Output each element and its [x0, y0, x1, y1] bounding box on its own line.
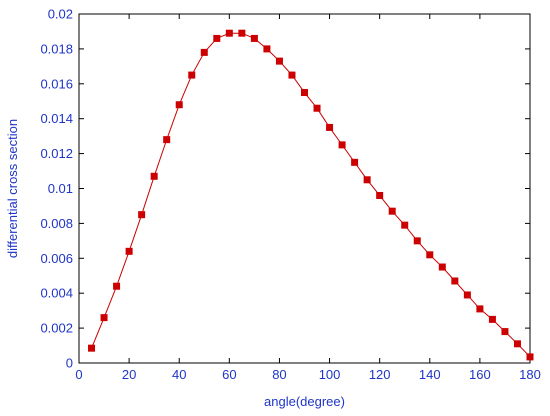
- data-point-marker: [188, 71, 196, 79]
- plot-frame: [78, 13, 531, 364]
- data-point-marker: [163, 136, 171, 144]
- data-point-marker: [501, 328, 509, 336]
- series-layer: [88, 29, 534, 361]
- x-tick-label: 100: [319, 367, 341, 382]
- data-point-marker: [363, 176, 371, 184]
- data-point-marker: [463, 291, 471, 299]
- y-axis-ticks: 0 0.002 0.004 0.006 0.008 0.01 0.012 0.014 0.016…: [40, 7, 530, 371]
- x-tick-label: 40: [172, 367, 186, 382]
- data-point-marker: [438, 263, 446, 271]
- x-tick-label: 160: [469, 367, 491, 382]
- data-point-marker: [238, 29, 246, 37]
- y-tick-label: 0.008: [40, 216, 73, 231]
- data-point-marker: [275, 57, 283, 65]
- x-tick-label: 60: [222, 367, 236, 382]
- x-tick-label: 80: [272, 367, 286, 382]
- data-point-marker: [138, 211, 146, 219]
- data-point-marker: [113, 282, 121, 290]
- data-point-marker: [388, 207, 396, 215]
- data-point-marker: [175, 101, 183, 109]
- series-line: [91, 32, 531, 358]
- data-point-marker: [125, 247, 133, 255]
- x-axis-label: angle(degree): [264, 394, 345, 409]
- data-point-marker: [288, 71, 296, 79]
- data-point-marker: [313, 104, 321, 112]
- data-point-marker: [476, 305, 484, 313]
- data-point-marker: [351, 158, 359, 166]
- x-tick-label: 0: [75, 367, 82, 382]
- y-tick-label: 0.018: [40, 41, 73, 56]
- data-point-marker: [225, 29, 233, 37]
- data-point-marker: [213, 34, 221, 42]
- y-tick-label: 0.014: [40, 111, 73, 126]
- y-tick-label: 0.004: [40, 286, 73, 301]
- x-axis-ticks: 0 20 40 60 80 100 120 140 160 180: [75, 14, 541, 382]
- data-point-marker: [526, 353, 534, 361]
- y-tick-label: 0.02: [48, 7, 73, 22]
- data-point-marker: [263, 45, 271, 53]
- x-tick-label: 120: [369, 367, 391, 382]
- y-tick-label: 0.002: [40, 321, 73, 336]
- data-point-marker: [250, 34, 258, 42]
- data-point-marker: [426, 251, 434, 259]
- x-tick-label: 20: [122, 367, 136, 382]
- data-point-marker: [150, 172, 158, 180]
- data-point-marker: [100, 314, 108, 322]
- y-tick-label: 0.01: [48, 181, 73, 196]
- y-tick-label: 0: [66, 356, 73, 371]
- data-point-marker: [413, 237, 421, 245]
- data-point-marker: [376, 191, 384, 199]
- y-tick-label: 0.006: [40, 251, 73, 266]
- data-point-marker: [338, 141, 346, 149]
- x-tick-label: 180: [519, 367, 541, 382]
- data-point-marker: [401, 221, 409, 229]
- x-tick-label: 140: [419, 367, 441, 382]
- y-tick-label: 0.016: [40, 76, 73, 91]
- data-point-marker: [451, 277, 459, 285]
- data-point-marker: [326, 123, 334, 131]
- data-point-marker: [200, 48, 208, 56]
- data-point-marker: [488, 315, 496, 323]
- data-point-marker: [301, 89, 308, 97]
- y-axis-label: differential cross section: [5, 119, 20, 258]
- data-point-marker: [88, 344, 96, 352]
- data-point-marker: [513, 340, 521, 348]
- y-tick-label: 0.012: [40, 146, 73, 161]
